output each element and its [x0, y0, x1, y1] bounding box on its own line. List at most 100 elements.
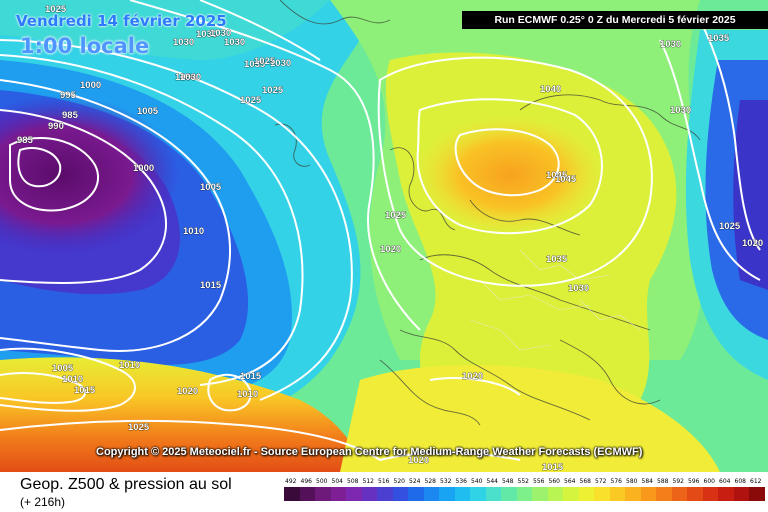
pressure-label: 985 [17, 135, 34, 146]
scale-label: 500 [316, 478, 328, 485]
scale-swatch [671, 487, 687, 501]
scale-swatch [625, 487, 641, 501]
pressure-label: 1030 [180, 72, 201, 83]
pressure-label: 1020 [462, 371, 483, 382]
scale-swatch [439, 487, 455, 501]
scale-label: 596 [688, 478, 700, 485]
scale-swatch [315, 487, 331, 501]
scale-swatch [532, 487, 548, 501]
pressure-label: 1025 [45, 4, 67, 15]
scale-label: 592 [672, 478, 684, 485]
pressure-label: 1030 [224, 37, 245, 48]
z500-band-south [340, 365, 720, 472]
pressure-label: 1025 [254, 56, 276, 67]
scale-swatch [408, 487, 424, 501]
pressure-label: 1020 [742, 238, 763, 249]
scale-label: 608 [734, 478, 746, 485]
z500-band-east-indigo [733, 100, 768, 290]
scale-swatch [346, 487, 362, 501]
scale-label: 556 [533, 478, 545, 485]
pressure-label: 1030 [660, 39, 681, 50]
pressure-label: 1000 [133, 163, 154, 174]
pressure-label: 1005 [200, 182, 222, 193]
scale-swatch [609, 487, 625, 501]
pressure-label: 1015 [74, 385, 96, 396]
z500-band-southwest [0, 357, 360, 472]
pressure-label: 1035 [244, 59, 266, 70]
pressure-label: 1015 [240, 371, 262, 382]
pressure-label: 985 [62, 110, 79, 121]
pressure-label: 1020 [380, 244, 401, 255]
high-pressure-core [415, 115, 605, 235]
scale-label: 560 [548, 478, 560, 485]
low-pressure-core [0, 95, 180, 255]
scale-swatch [454, 487, 470, 501]
pressure-label: 1020 [408, 455, 429, 466]
scale-label: 532 [440, 478, 452, 485]
pressure-label: 1030 [196, 29, 217, 40]
scale-label: 508 [347, 478, 359, 485]
pressure-label: 1000 [80, 80, 101, 91]
borders [469, 249, 641, 351]
pressure-label: 1025 [719, 221, 741, 232]
scale-label: 604 [719, 478, 731, 485]
scale-swatch [516, 487, 532, 501]
scale-swatch [563, 487, 579, 501]
scale-label: 504 [331, 478, 343, 485]
pressure-label: 1010 [183, 226, 204, 237]
scale-label: 568 [579, 478, 591, 485]
pressure-label: 1005 [137, 106, 159, 117]
scale-label: 584 [641, 478, 653, 485]
scale-swatch [392, 487, 408, 501]
scale-swatch [501, 487, 517, 501]
scale-swatch [361, 487, 377, 501]
pressure-label: 990 [48, 121, 64, 132]
local-time: 1:00 locale [20, 34, 150, 58]
scale-label: 540 [471, 478, 483, 485]
pressure-label: 1025 [128, 422, 150, 433]
scale-swatch [687, 487, 703, 501]
pressure-label: 1045 [546, 170, 568, 181]
scale-swatch [578, 487, 594, 501]
scale-swatch [733, 487, 749, 501]
pressure-label: 1035 [708, 33, 730, 44]
pressure-label: 1010 [237, 389, 258, 400]
scale-label: 516 [378, 478, 390, 485]
pressure-label: 1020 [177, 386, 198, 397]
scale-swatch [656, 487, 672, 501]
scale-swatch [330, 487, 346, 501]
pressure-label: 1015 [542, 462, 564, 472]
scale-label: 520 [393, 478, 405, 485]
isobars [0, 0, 761, 461]
scale-label: 588 [657, 478, 669, 485]
forecast-date: Vendredi 14 février 2025 [16, 12, 227, 30]
scale-swatch [485, 487, 501, 501]
pressure-label: 1030 [175, 72, 196, 83]
scale-label: 528 [424, 478, 436, 485]
run-info-box: Run ECMWF 0.25° 0 Z du Mercredi 5 févrie… [462, 11, 768, 29]
scale-label: 572 [595, 478, 607, 485]
scale-swatch [702, 487, 718, 501]
pressure-label: 1035 [546, 254, 568, 265]
scale-label: 496 [300, 478, 312, 485]
scale-label: 564 [564, 478, 576, 485]
legend-subtitle: (+ 216h) [20, 495, 66, 509]
scale-swatch [749, 487, 765, 501]
scale-swatch [284, 487, 300, 501]
scale-label: 512 [362, 478, 374, 485]
pressure-label: 995 [60, 90, 77, 101]
coastlines [274, 0, 701, 426]
pressure-label: 1010 [62, 374, 83, 385]
pressure-label: 1030 [173, 37, 194, 48]
pressure-label: 1025 [240, 95, 262, 106]
pressure-label: 1005 [52, 363, 74, 374]
scale-swatch [423, 487, 439, 501]
pressure-label: 1025 [262, 85, 284, 96]
pressure-label: 1025 [385, 210, 407, 221]
scale-swatch [594, 487, 610, 501]
scale-label: 580 [626, 478, 638, 485]
legend-title: Geop. Z500 & pression au sol [20, 476, 232, 493]
scale-swatch [470, 487, 486, 501]
